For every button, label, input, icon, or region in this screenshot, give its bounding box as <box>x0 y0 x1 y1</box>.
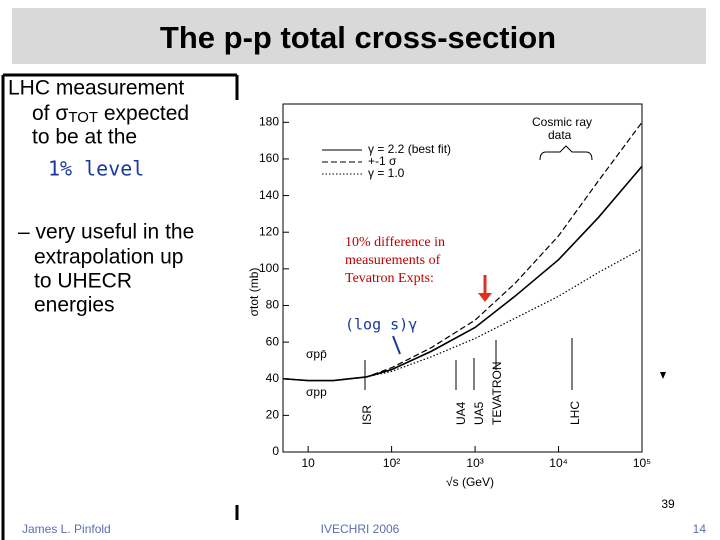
annotation: ISR <box>360 405 374 425</box>
subscript: TOT <box>68 109 98 126</box>
x-axis-label: √s (GeV) <box>446 475 494 489</box>
slide-title: The p-p total cross-section <box>160 20 556 55</box>
bullet-text: – very useful in the <box>18 221 194 244</box>
annotation: Cosmic ray <box>532 115 592 129</box>
series-line <box>282 248 643 382</box>
title-box <box>12 8 706 64</box>
annotation: data <box>548 128 572 142</box>
arrow <box>392 335 401 355</box>
legend-label: +-1 σ <box>368 154 397 168</box>
annotation: UA4 <box>454 401 468 425</box>
text: of σ <box>32 102 68 125</box>
bullet-text: to be at the <box>32 126 137 149</box>
x-tick-label: 10⁵ <box>633 456 651 470</box>
bullet-text: of σTOT expected <box>32 102 189 126</box>
note: 10% difference in <box>345 235 445 250</box>
y-tick-label: 40 <box>266 371 280 385</box>
marker <box>660 372 666 379</box>
note: (log s)γ <box>345 316 417 334</box>
y-tick-label: 120 <box>259 224 279 238</box>
y-tick-label: 160 <box>259 151 279 165</box>
brace <box>539 145 593 161</box>
y-tick-label: 60 <box>266 334 280 348</box>
legend-label: γ = 2.2 (best fit) <box>368 142 451 156</box>
footer-author: James L. Pinfold <box>22 522 111 536</box>
x-tick-label: 10 <box>301 456 315 470</box>
note: Tevatron Expts: <box>345 271 434 286</box>
arrows <box>364 338 573 390</box>
y-tick-label: 180 <box>259 114 279 128</box>
annotation: σpp̄ <box>306 347 327 361</box>
annotation: TEVATRON <box>490 361 504 425</box>
footer-page: 14 <box>693 522 707 536</box>
annotation: σpp <box>306 385 327 399</box>
legend-label: γ = 1.0 <box>368 166 405 180</box>
arrowhead <box>478 293 492 302</box>
y-tick-label: 20 <box>266 408 280 422</box>
annotation: LHC <box>568 401 582 425</box>
bullet-text: LHC measurement <box>8 77 184 100</box>
footer-event: IVECHRI 2006 <box>321 522 400 536</box>
series-line <box>282 165 643 382</box>
text: expected <box>98 102 189 125</box>
bullet-text: to UHECR <box>34 270 132 293</box>
bullet-text: energies <box>34 294 115 317</box>
x-tick-label: 10⁴ <box>549 456 568 470</box>
plot-frame <box>282 103 643 453</box>
x-tick-label: 10³ <box>466 456 483 470</box>
highlight: 1% level <box>48 157 144 181</box>
x-tick-label: 10² <box>383 456 400 470</box>
bullet-text: extrapolation up <box>34 246 183 269</box>
series-line <box>282 121 643 382</box>
figure-number: 39 <box>661 497 675 511</box>
y-tick-label: 100 <box>259 261 279 275</box>
y-tick-label: 80 <box>266 298 280 312</box>
y-tick-label: 0 <box>272 444 279 458</box>
y-axis-label: σtot (mb) <box>247 268 261 317</box>
annotation: UA5 <box>472 401 486 425</box>
note: measurements of <box>345 253 441 268</box>
y-tick-label: 140 <box>259 188 279 202</box>
